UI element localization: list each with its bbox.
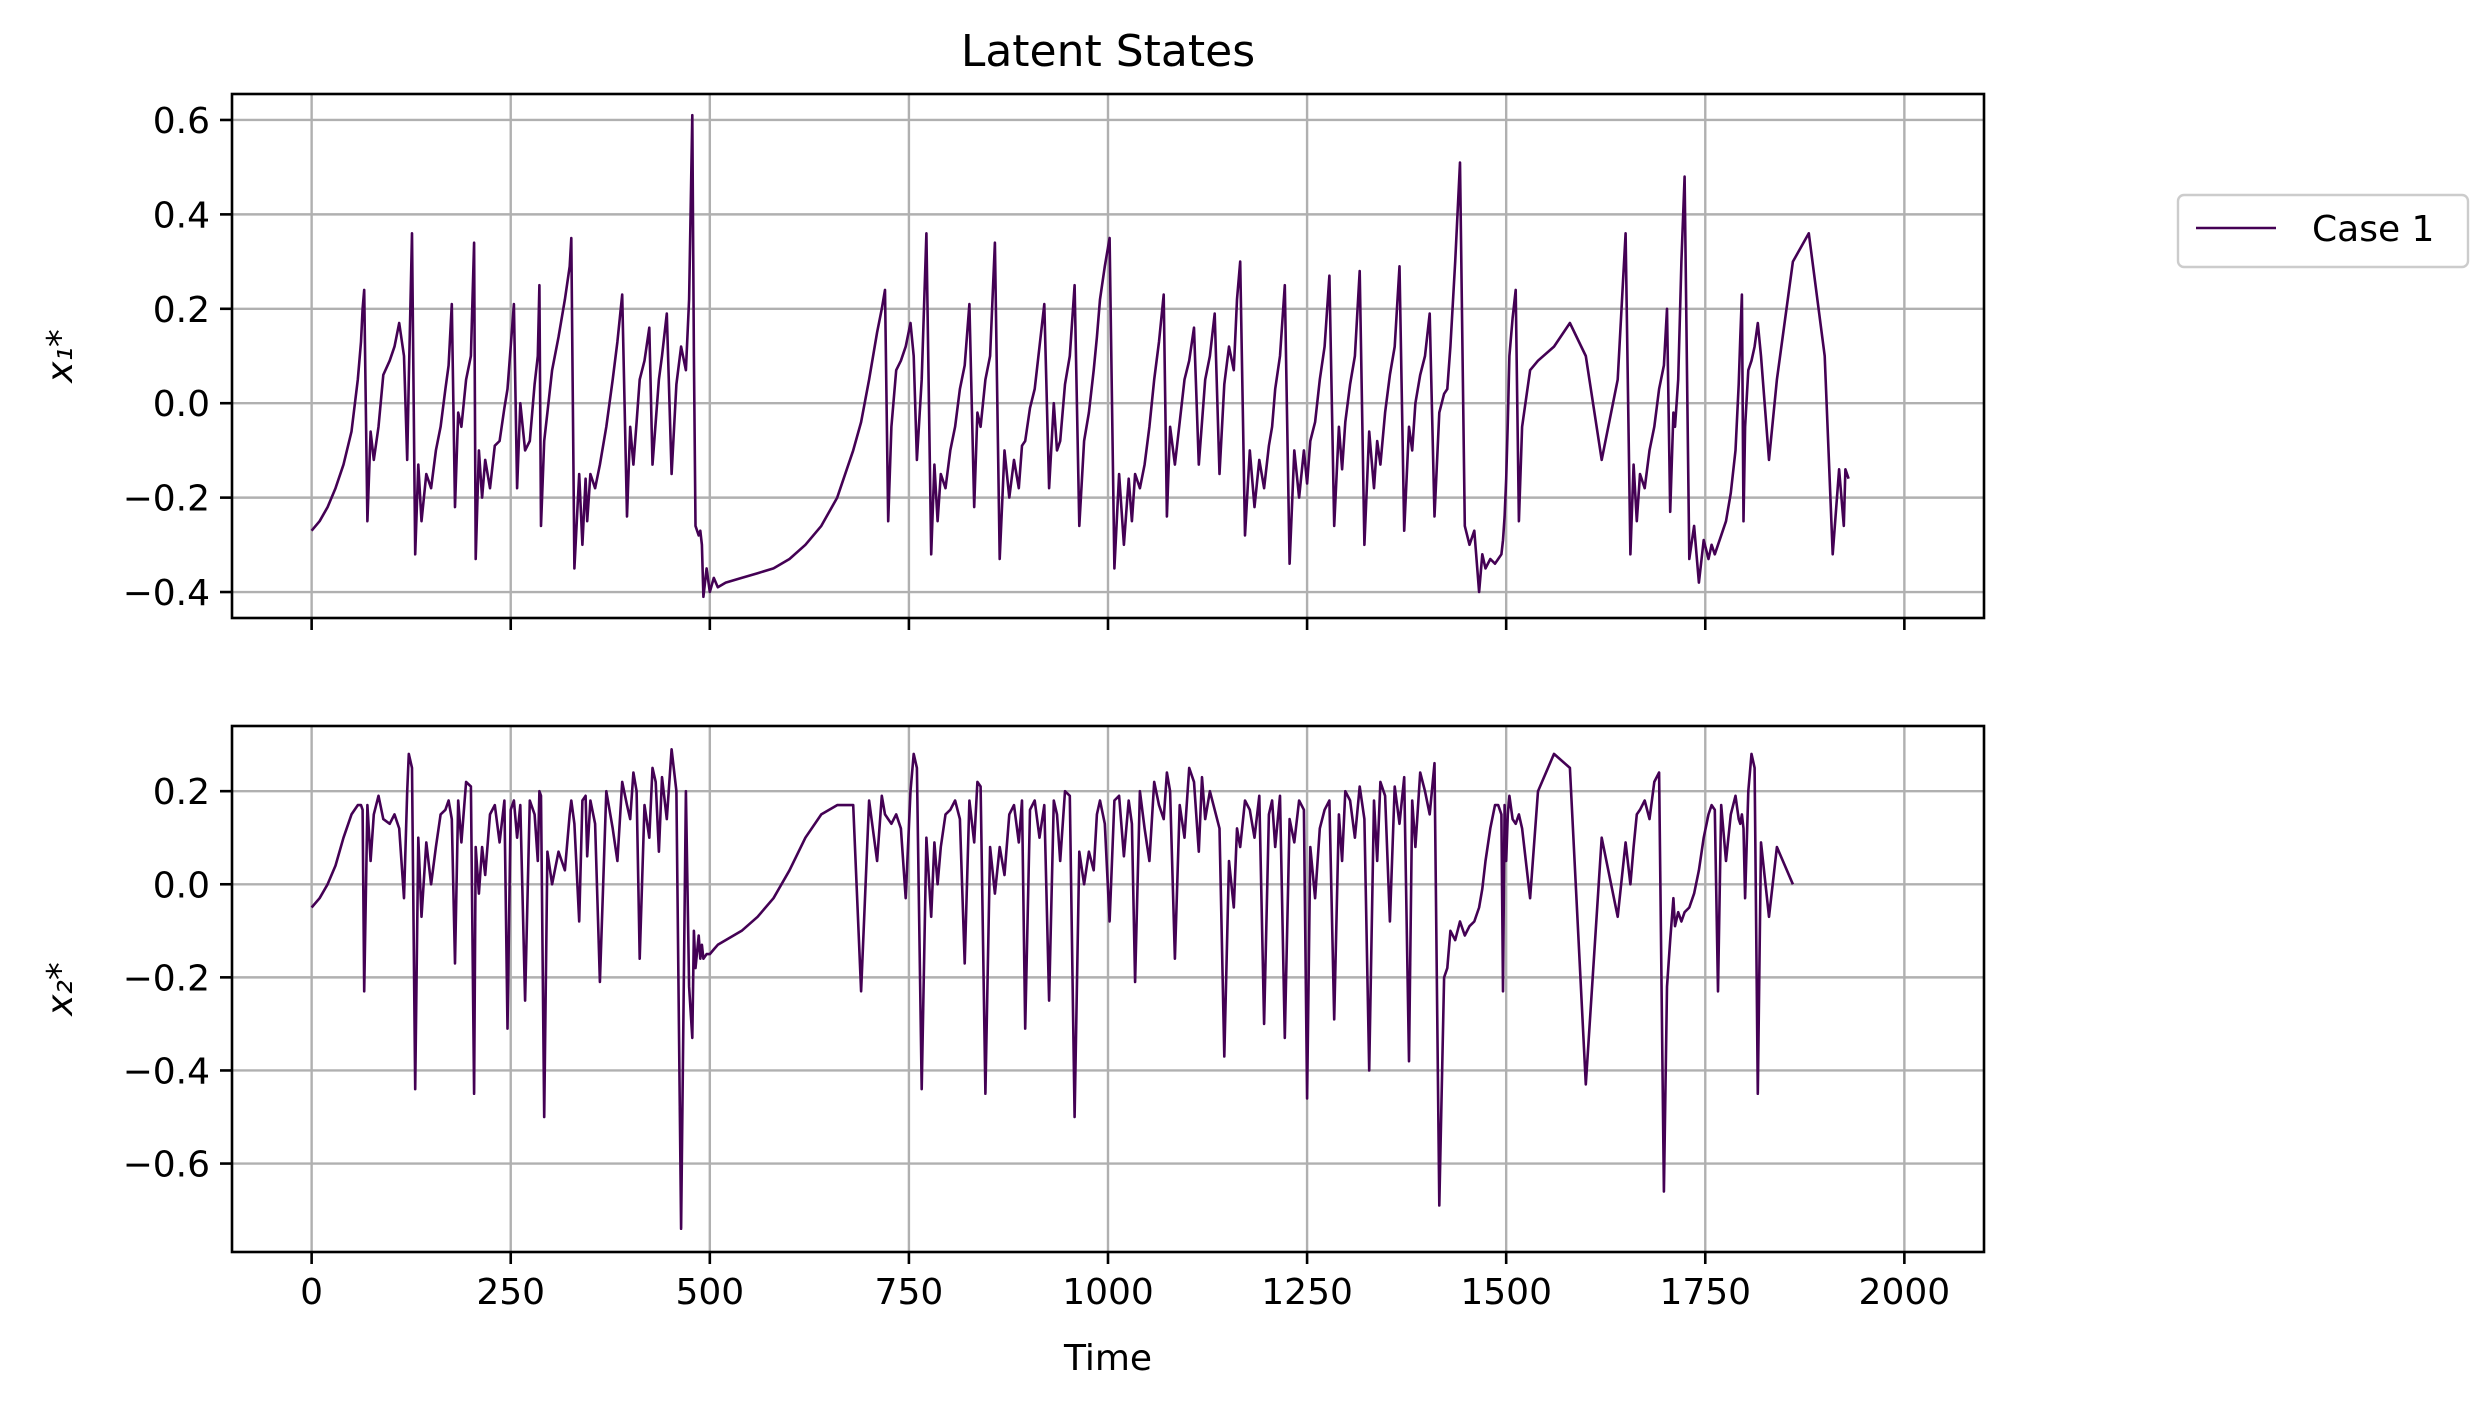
x-tick-label: 0 [300,1272,323,1313]
bottom-subplot-y-tick-label: −0.4 [123,1051,210,1092]
top-subplot-y-tick-label: 0.0 [153,384,210,425]
x-tick-label: 1250 [1261,1272,1353,1313]
legend: Case 1 [2176,193,2470,269]
top-subplot-y-ticks: 0.6 0.4 0.2 0.0 −0.2 −0.4 [123,101,232,614]
top-subplot: 0.6 0.4 0.2 0.0 −0.2 −0.4 x₁* [40,92,1986,630]
x-tick-label: 2000 [1859,1272,1951,1313]
top-subplot-y-tick-label: 0.4 [153,195,210,236]
legend-box [2176,193,2470,269]
legend-label-case-1: Case 1 [2312,209,2434,250]
top-subplot-series-line-case-1 [310,113,1850,599]
bottom-subplot-y-tick-label: −0.6 [123,1145,210,1186]
top-subplot-y-tick-label: 0.2 [153,290,210,331]
top-subplot-y-tick-label: 0.6 [153,101,210,142]
chart-title: Latent States [961,26,1255,77]
x-axis-label: Time [1063,1338,1152,1379]
x-tick-label: 250 [476,1272,545,1313]
top-subplot-y-tick-label: −0.4 [123,573,210,614]
top-subplot-series [310,113,1850,599]
x-tick-label: 750 [875,1272,944,1313]
x-tick-label: 1000 [1062,1272,1154,1313]
x-tick-label: 1500 [1460,1272,1552,1313]
bottom-subplot: 0 250 500 750 1000 1250 1500 1750 2000 0.2 0.0 −0.… [40,724,1986,1379]
top-subplot-x-ticks [310,618,1906,630]
x-tick-label: 1750 [1659,1272,1751,1313]
bottom-subplot-series-line-case-1 [310,747,1795,1230]
top-subplot-y-axis-label: x₁* [40,329,81,384]
bottom-subplot-y-axis-label: x₂* [40,962,81,1017]
bottom-subplot-y-tick-label: 0.0 [153,865,210,906]
bottom-subplot-series [310,747,1795,1230]
x-tick-label: 500 [675,1272,744,1313]
bottom-subplot-x-ticks: 0 250 500 750 1000 1250 1500 1750 2000 [300,1252,1950,1313]
top-subplot-grid [232,94,1984,618]
bottom-subplot-y-tick-label: −0.2 [123,958,210,999]
top-subplot-y-tick-label: −0.2 [123,479,210,520]
bottom-subplot-y-ticks: 0.2 0.0 −0.2 −0.4 −0.6 [123,772,232,1186]
bottom-subplot-y-tick-label: 0.2 [153,772,210,813]
